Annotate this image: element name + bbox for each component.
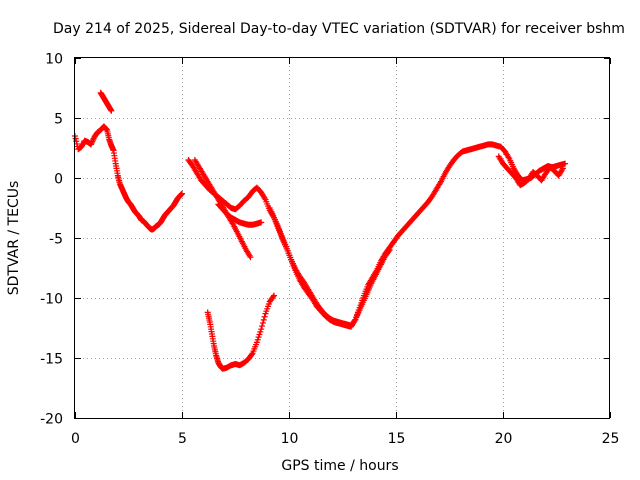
series-sdtvar (72, 89, 569, 372)
y-tick-label: -20 (40, 412, 63, 428)
data-point (386, 247, 393, 253)
x-tick-label: 20 (495, 431, 513, 447)
data-point (271, 292, 278, 299)
data-point (258, 326, 265, 333)
data-point (257, 328, 264, 335)
data-point (559, 165, 566, 172)
grid (75, 58, 610, 418)
data-point (259, 323, 266, 330)
data-point (261, 313, 268, 320)
axis-ticks (75, 58, 611, 419)
data-point (108, 107, 115, 114)
data-point (562, 160, 569, 167)
data-point (254, 336, 261, 343)
data-point (179, 190, 185, 197)
data-point (248, 351, 255, 358)
x-axis-label: GPS time / hours (281, 458, 398, 474)
data-point (351, 317, 358, 324)
data-point (270, 293, 277, 300)
y-axis-tick-labels: 10 5 0 -5 -10 -15 -20 (40, 52, 63, 428)
data-point (258, 219, 265, 226)
data-point (259, 319, 266, 326)
x-tick-label: 15 (388, 431, 406, 447)
y-tick-label: 0 (54, 172, 63, 188)
y-axis-label: SDTVAR / TECUs (6, 181, 22, 296)
data-point (260, 316, 267, 323)
data-point (103, 126, 110, 133)
x-tick-label: 10 (281, 431, 299, 447)
y-tick-label: 5 (54, 112, 63, 128)
data-point (247, 254, 254, 261)
x-tick-label: 25 (602, 431, 620, 447)
x-tick-label: 5 (178, 431, 187, 447)
data-point (253, 339, 260, 346)
data-point (385, 248, 392, 255)
y-tick-label: -15 (40, 352, 63, 368)
y-tick-label: -5 (49, 232, 63, 248)
data-point (255, 334, 262, 341)
chart-title: Day 214 of 2025, Sidereal Day-to-day VTE… (53, 21, 625, 37)
y-tick-label: -10 (40, 292, 63, 308)
y-tick-label: 10 (45, 52, 63, 68)
data-point (256, 331, 263, 338)
x-axis-tick-labels: 0 5 10 15 20 25 (71, 431, 619, 447)
data-point (72, 135, 79, 142)
plot-frame (74, 57, 610, 419)
x-tick-label: 0 (71, 431, 80, 447)
